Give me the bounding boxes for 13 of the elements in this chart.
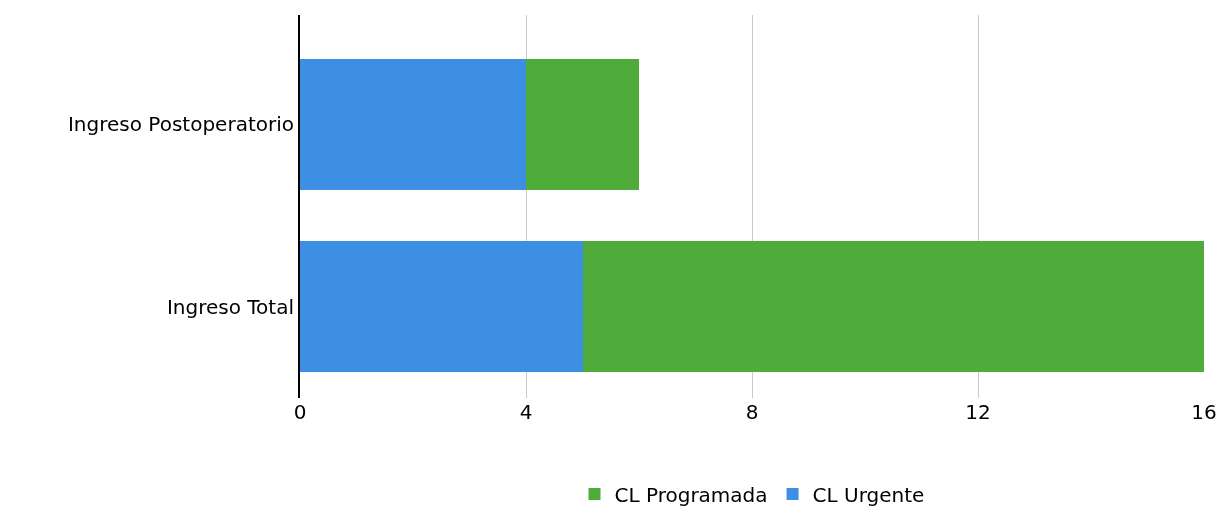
x-tick-label: 0 — [293, 400, 307, 424]
legend-label: CL Programada — [614, 482, 768, 507]
y-tick-label: Ingreso Total — [166, 294, 294, 319]
x-tick-label: 12 — [965, 400, 991, 424]
y-tick-label: Ingreso Postoperatorio — [67, 112, 294, 137]
x-tick-label: 4 — [519, 400, 533, 424]
bar — [300, 241, 583, 373]
bar — [300, 58, 526, 191]
bar — [582, 241, 1204, 373]
x-tick-label: 8 — [745, 400, 759, 424]
bar — [526, 58, 639, 191]
legend-label: CL Urgente — [812, 482, 925, 507]
x-tick-label: 16 — [1191, 400, 1217, 424]
